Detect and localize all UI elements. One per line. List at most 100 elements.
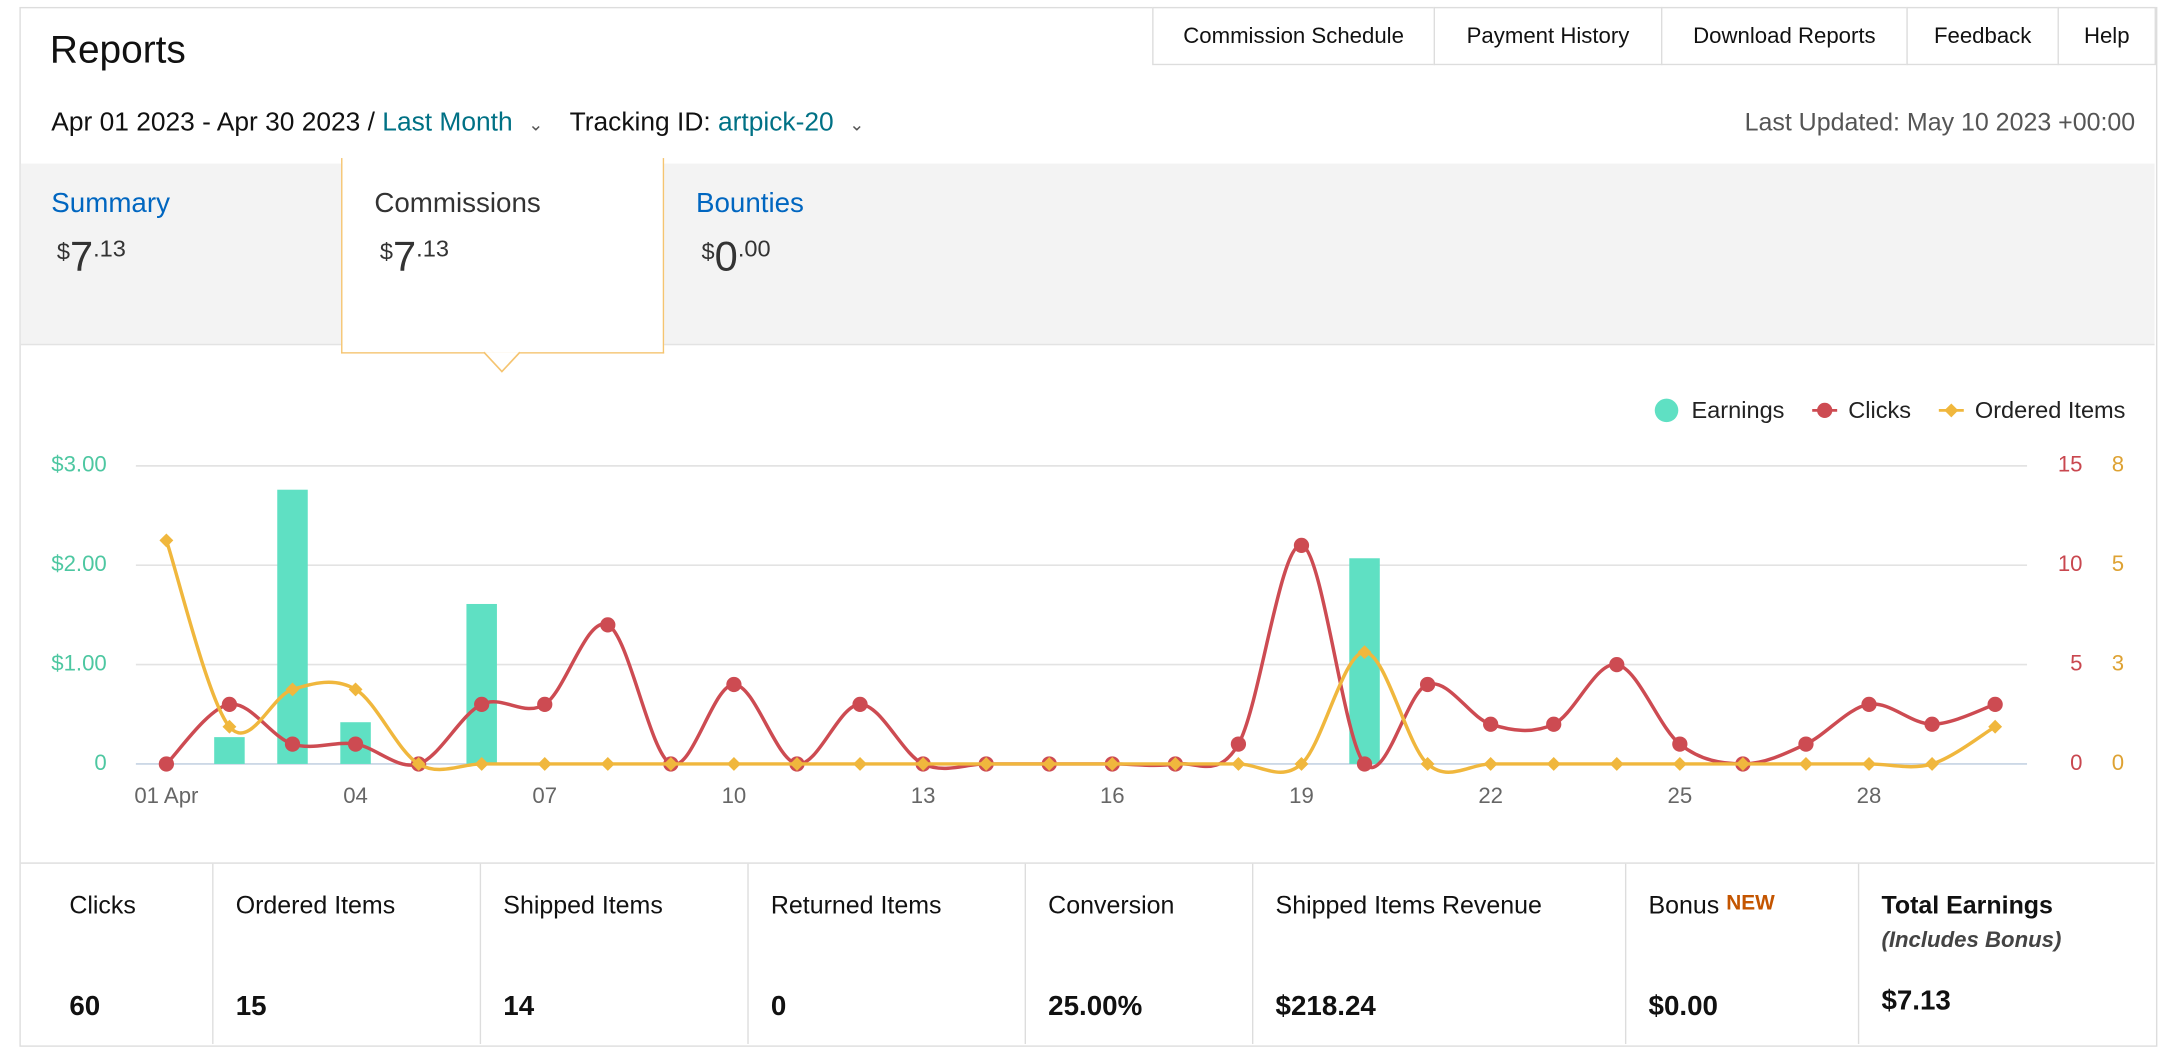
legend-label[interactable]: Clicks bbox=[1848, 397, 1911, 423]
point bbox=[1924, 716, 1940, 732]
point bbox=[1861, 696, 1877, 712]
point bbox=[1420, 757, 1435, 771]
point bbox=[1356, 756, 1373, 772]
stat-value: 25.00% bbox=[1048, 991, 1143, 1022]
stat-label: Shipped Items Revenue bbox=[1276, 892, 1542, 921]
nav-button[interactable]: Help bbox=[2057, 6, 2156, 66]
point bbox=[1862, 757, 1876, 771]
tracking-dropdown[interactable]: artpick-20 bbox=[718, 108, 834, 138]
tab-pointer bbox=[483, 351, 520, 373]
fraction: .13 bbox=[93, 235, 126, 263]
chevron: ⌄ bbox=[849, 113, 865, 135]
page-title: Reports bbox=[49, 27, 186, 71]
point bbox=[853, 757, 867, 771]
period-dropdown[interactable]: Last Month bbox=[382, 108, 513, 138]
x-tick-label: 13 bbox=[911, 783, 936, 808]
tab[interactable]: Bounties $0.00 bbox=[696, 189, 804, 282]
currency: $ bbox=[56, 238, 70, 265]
legend-label[interactable]: Earnings bbox=[1691, 397, 1784, 423]
whole: 0 bbox=[714, 234, 738, 281]
stat-cell: Shipped Items 14 bbox=[479, 863, 748, 1045]
stat-value: 15 bbox=[235, 991, 267, 1022]
tracking-label: Tracking ID: bbox=[569, 108, 711, 138]
stat-value: 60 bbox=[69, 991, 101, 1022]
point bbox=[1419, 676, 1436, 693]
whole: 7 bbox=[69, 234, 94, 281]
x-tick-label: 07 bbox=[532, 783, 557, 808]
point bbox=[1168, 757, 1183, 771]
legend-marker bbox=[1817, 402, 1833, 419]
stat-cell: Shipped Items Revenue $218.24 bbox=[1251, 863, 1625, 1045]
stat-label-text: Shipped Items bbox=[503, 891, 663, 920]
chevron: ⌄ bbox=[528, 113, 544, 135]
fraction: .00 bbox=[737, 235, 771, 263]
currency: $ bbox=[379, 238, 394, 265]
nav-button[interactable]: Download Reports bbox=[1661, 6, 1908, 66]
x-tick-label: 22 bbox=[1478, 783, 1503, 808]
x-tick-label: 25 bbox=[1668, 783, 1693, 808]
fraction: .13 bbox=[416, 235, 449, 263]
point bbox=[1105, 757, 1120, 771]
tick-label: $3.00 bbox=[51, 452, 106, 477]
stat-label-text: Bonus bbox=[1648, 891, 1720, 920]
point bbox=[916, 757, 931, 771]
stat-label: Clicks bbox=[69, 892, 136, 921]
tab[interactable]: Summary $7.13 bbox=[51, 189, 170, 282]
stat-cell: Conversion 25.00% bbox=[1024, 863, 1252, 1045]
tick-label: 15 bbox=[2058, 452, 2083, 477]
point bbox=[537, 696, 553, 712]
stat-cell: Ordered Items 15 bbox=[212, 863, 480, 1045]
date-filter: Apr 01 2023 - Apr 30 2023 / Last Month ⌄… bbox=[51, 108, 864, 139]
last-updated: Last Updated: May 10 2023 +00:00 bbox=[1744, 108, 2136, 136]
bar bbox=[277, 489, 308, 764]
point bbox=[474, 757, 489, 771]
x-tick-label: 04 bbox=[343, 783, 368, 808]
tab-label[interactable]: Summary bbox=[51, 188, 170, 220]
stat-note: (Includes Bonus) bbox=[1881, 928, 2062, 953]
nav-button[interactable]: Payment History bbox=[1433, 6, 1663, 66]
stat-value: $218.24 bbox=[1275, 991, 1376, 1022]
nav-button[interactable]: Feedback bbox=[1906, 6, 2059, 66]
tick-label: $1.00 bbox=[51, 650, 106, 675]
stat-label: Ordered Items bbox=[236, 892, 396, 921]
nav-button[interactable]: Commission Schedule bbox=[1152, 6, 1436, 66]
stat-cell: Bonus NEW $0.00 bbox=[1624, 863, 1858, 1045]
stat-label-text: Conversion bbox=[1048, 891, 1175, 920]
legend-marker bbox=[1944, 403, 1959, 418]
line bbox=[165, 543, 1996, 771]
point bbox=[979, 757, 994, 771]
stat-label-text: Clicks bbox=[69, 891, 136, 920]
point bbox=[1987, 696, 2003, 712]
point bbox=[1672, 736, 1688, 752]
date-range: Apr 01 2023 - Apr 30 2023 / bbox=[51, 108, 375, 138]
tab-label[interactable]: Bounties bbox=[696, 188, 804, 220]
stat-label-text: Shipped Items Revenue bbox=[1275, 891, 1542, 920]
tab[interactable]: Commissions $7.13 bbox=[374, 189, 540, 282]
point bbox=[284, 736, 301, 752]
stat-label-text: Ordered Items bbox=[235, 891, 396, 920]
point bbox=[726, 676, 742, 693]
stat-label-text: Total Earnings bbox=[1881, 891, 2053, 920]
tick-label: 5 bbox=[2070, 650, 2082, 675]
stat-label: Bonus NEW bbox=[1649, 892, 1775, 921]
x-tick-label: 10 bbox=[722, 783, 747, 808]
stat-cell: Total Earnings (Includes Bonus) $7.13 bbox=[1857, 863, 2156, 1045]
stat-value: $7.13 bbox=[1881, 985, 1951, 1017]
point bbox=[1799, 757, 1813, 771]
point bbox=[1230, 736, 1247, 752]
stats-divider bbox=[20, 862, 2155, 864]
tab-label[interactable]: Commissions bbox=[374, 188, 541, 220]
line bbox=[164, 539, 1997, 774]
point bbox=[1672, 757, 1687, 771]
point bbox=[663, 757, 678, 771]
point bbox=[222, 719, 237, 734]
point bbox=[1294, 757, 1309, 771]
stat-label: Returned Items bbox=[771, 892, 942, 921]
x-tick-label: 16 bbox=[1100, 783, 1125, 808]
tick-label: 5 bbox=[2112, 551, 2124, 576]
legend-label[interactable]: Ordered Items bbox=[1975, 397, 2126, 423]
chart: 0 $1.00 $2.00 $3.00 0 5 10 15 0 3 5 8 01 Apr 04 07 10 13… bbox=[51, 397, 2126, 808]
whole: 7 bbox=[393, 234, 417, 281]
point bbox=[1609, 757, 1624, 771]
